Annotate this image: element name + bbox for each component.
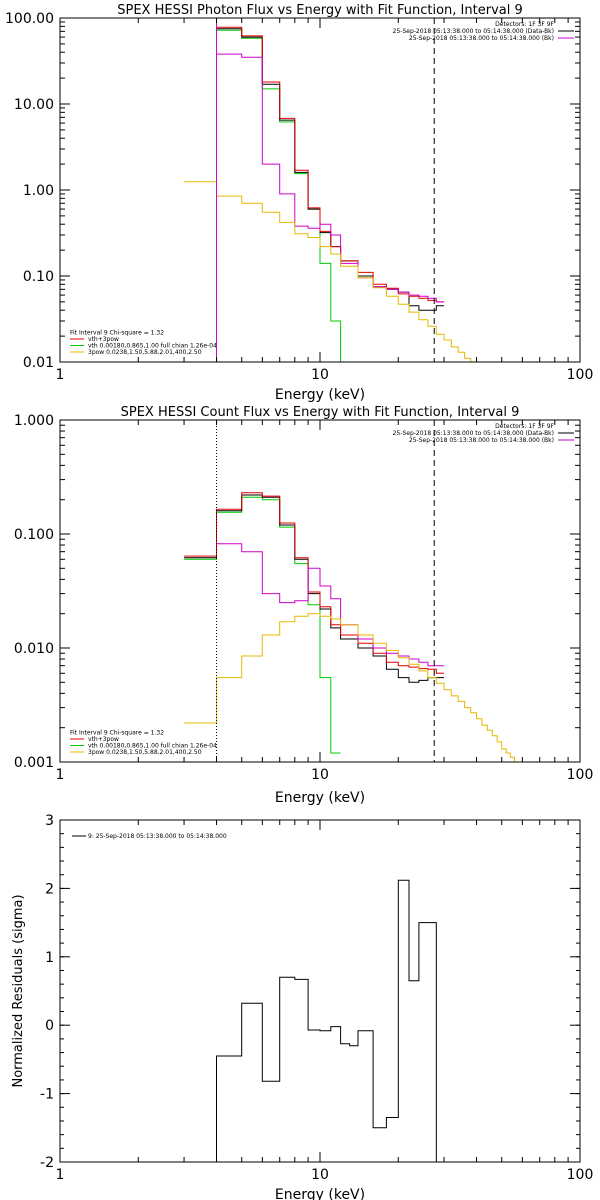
residuals-chart: 1 10 100 Energy (keV) -2 -1 0 1 2 3 Normalized Res…: [11, 813, 593, 1200]
series-line-3: [216, 543, 445, 667]
x-tick-label: 10: [311, 767, 329, 783]
y-tick-label: 0.01: [23, 355, 54, 371]
legend-entry: 3pow 0.0238,1.50,5.88,2.01,400,2.50: [88, 749, 202, 756]
plot-frame: [59, 419, 581, 763]
series-line-0: [184, 496, 341, 754]
series-line-4: [184, 613, 523, 762]
series-line-3: [216, 53, 445, 303]
chart-title: SPEX HESSI Count Flux vs Energy with Fit…: [121, 405, 520, 420]
x-tick-label: 1: [56, 767, 65, 783]
x-tick-label: 1: [56, 367, 65, 383]
legend-entry: vth+3pow: [88, 336, 119, 343]
x-axis-label: Energy (keV): [275, 790, 365, 806]
chart-title: SPEX HESSI Photon Flux vs Energy with Fi…: [117, 3, 523, 18]
x-tick-label: 100: [567, 367, 594, 383]
x-axis-label: Energy (keV): [275, 387, 365, 403]
photon-flux-chart: SPEX HESSI Photon Flux vs Energy with Fi…: [5, 3, 593, 403]
y-tick-label: 0.010: [14, 641, 54, 657]
legend-entry: Fit Interval 9 Chi-square = 1.32: [70, 330, 164, 337]
legend-entry: vth 0.00180,0.865,1.00 full chian 1.26e-…: [88, 743, 217, 750]
y-axis-label: Normalized Residuals (sigma): [11, 894, 26, 1087]
y-tick-label: 1.00: [23, 183, 54, 199]
y-tick-label: -1: [40, 1087, 54, 1103]
x-tick-label: 100: [567, 767, 594, 783]
series-line-0: [216, 879, 437, 1162]
y-tick-label: 1: [45, 950, 54, 966]
plot-frame: [59, 17, 581, 363]
series-line-2: [216, 26, 445, 303]
count-flux-chart: SPEX HESSI Count Flux vs Energy with Fit…: [14, 405, 593, 806]
legend-entry: Detectors: 1F 3F 9F: [495, 21, 554, 28]
y-tick-label: -2: [40, 1155, 54, 1171]
legend-entry: 3pow 0.0238,1.50,5.88,2.01,400,2.50: [88, 349, 202, 356]
legend-bottom: Fit Interval 9 Chi-square = 1.32vth+3pow…: [70, 730, 217, 756]
series-line-2: [184, 492, 445, 674]
legend-entry: vth 0.00180,0.865,1.00 full chian 1.26e-…: [88, 343, 217, 350]
legend-entry: vth+3pow: [88, 736, 119, 743]
series-line-0: [184, 18, 358, 362]
series-line-4: [184, 181, 488, 362]
y-tick-label: 0.100: [14, 527, 54, 543]
legend-entry: 25-Sep-2018 05:13:38.000 to 05:14:38.000…: [409, 35, 554, 42]
plot-frame: [59, 819, 581, 1163]
y-tick-label: 0.001: [14, 755, 54, 771]
legend-entry: Fit Interval 9 Chi-square = 1.32: [70, 730, 164, 737]
plot-area: [184, 18, 488, 362]
legend-entry: 9: 25-Sep-2018 05:13:38.000 to 05:14:38.…: [88, 833, 227, 840]
legend-entry: 25-Sep-2018 05:13:38.000 to 05:14:38.000…: [409, 437, 554, 444]
y-tick-label: 1.000: [14, 413, 54, 429]
legend-entry: 25-Sep-2018 05:13:38.000 to 05:14:38.000…: [393, 28, 554, 35]
y-tick-label: 2: [45, 881, 54, 897]
y-tick-label: 0.10: [23, 269, 54, 285]
plot-area: [216, 879, 437, 1162]
x-axis-label: Energy (keV): [275, 1187, 365, 1200]
series-line-1: [184, 494, 445, 683]
legend-top: 9: 25-Sep-2018 05:13:38.000 to 05:14:38.…: [72, 833, 227, 840]
y-tick-label: 3: [45, 813, 54, 829]
x-tick-label: 100: [567, 1167, 594, 1183]
y-tick-label: 100.00: [5, 11, 54, 27]
x-tick-label: 1: [56, 1167, 65, 1183]
x-tick-label: 10: [311, 367, 329, 383]
y-tick-label: 10.00: [14, 97, 54, 113]
x-tick-label: 10: [311, 1167, 329, 1183]
legend-entry: 25-Sep-2018 05:13:38.000 to 05:14:38.000…: [393, 430, 554, 437]
legend-entry: Detectors: 1F 3F 9F: [495, 423, 554, 430]
y-tick-label: 0: [45, 1018, 54, 1034]
legend-bottom: Fit Interval 9 Chi-square = 1.32vth+3pow…: [70, 330, 217, 356]
plot-area: [184, 492, 523, 762]
